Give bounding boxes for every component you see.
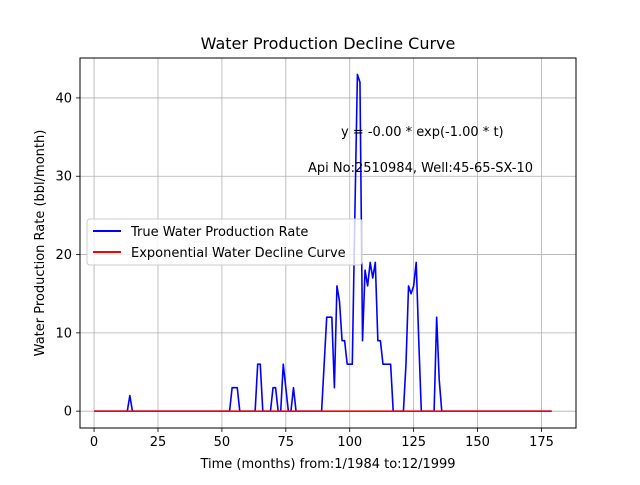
legend: True Water Production Rate Exponential W… <box>86 218 363 266</box>
x-tick-label: 175 <box>529 435 554 450</box>
y-tick-label: 10 <box>55 326 72 341</box>
legend-label-true-water: True Water Production Rate <box>130 225 308 240</box>
x-tick-label: 25 <box>150 435 167 450</box>
x-tick-label: 75 <box>278 435 295 450</box>
chart-title: Water Production Decline Curve <box>201 34 456 53</box>
x-axis-label: Time (months) from:1/1984 to:12/1999 <box>199 457 455 472</box>
x-tick-label: 0 <box>90 435 98 450</box>
x-tick-label: 125 <box>401 435 426 450</box>
y-tick-label: 0 <box>64 405 72 420</box>
well-info-annotation: Api No:2510984, Well:45-65-SX-10 <box>308 161 533 176</box>
equation-annotation: y = -0.00 * exp(-1.00 * t) <box>341 125 504 140</box>
series-layer <box>94 73 552 412</box>
y-axis-label: Water Production Rate (bbl/month) <box>33 130 48 357</box>
axis-ticks: 0 25 50 75 100 125 150 175 0 10 20 30 40 <box>55 91 553 450</box>
y-tick-label: 30 <box>55 170 72 185</box>
legend-label-exponential: Exponential Water Decline Curve <box>131 246 346 261</box>
x-tick-label: 150 <box>465 435 490 450</box>
x-tick-label: 50 <box>214 435 231 450</box>
legend-box <box>86 218 363 266</box>
x-tick-label: 100 <box>337 435 362 450</box>
y-tick-label: 40 <box>55 91 72 106</box>
plot-frame <box>79 57 577 429</box>
y-tick-label: 20 <box>55 248 72 263</box>
